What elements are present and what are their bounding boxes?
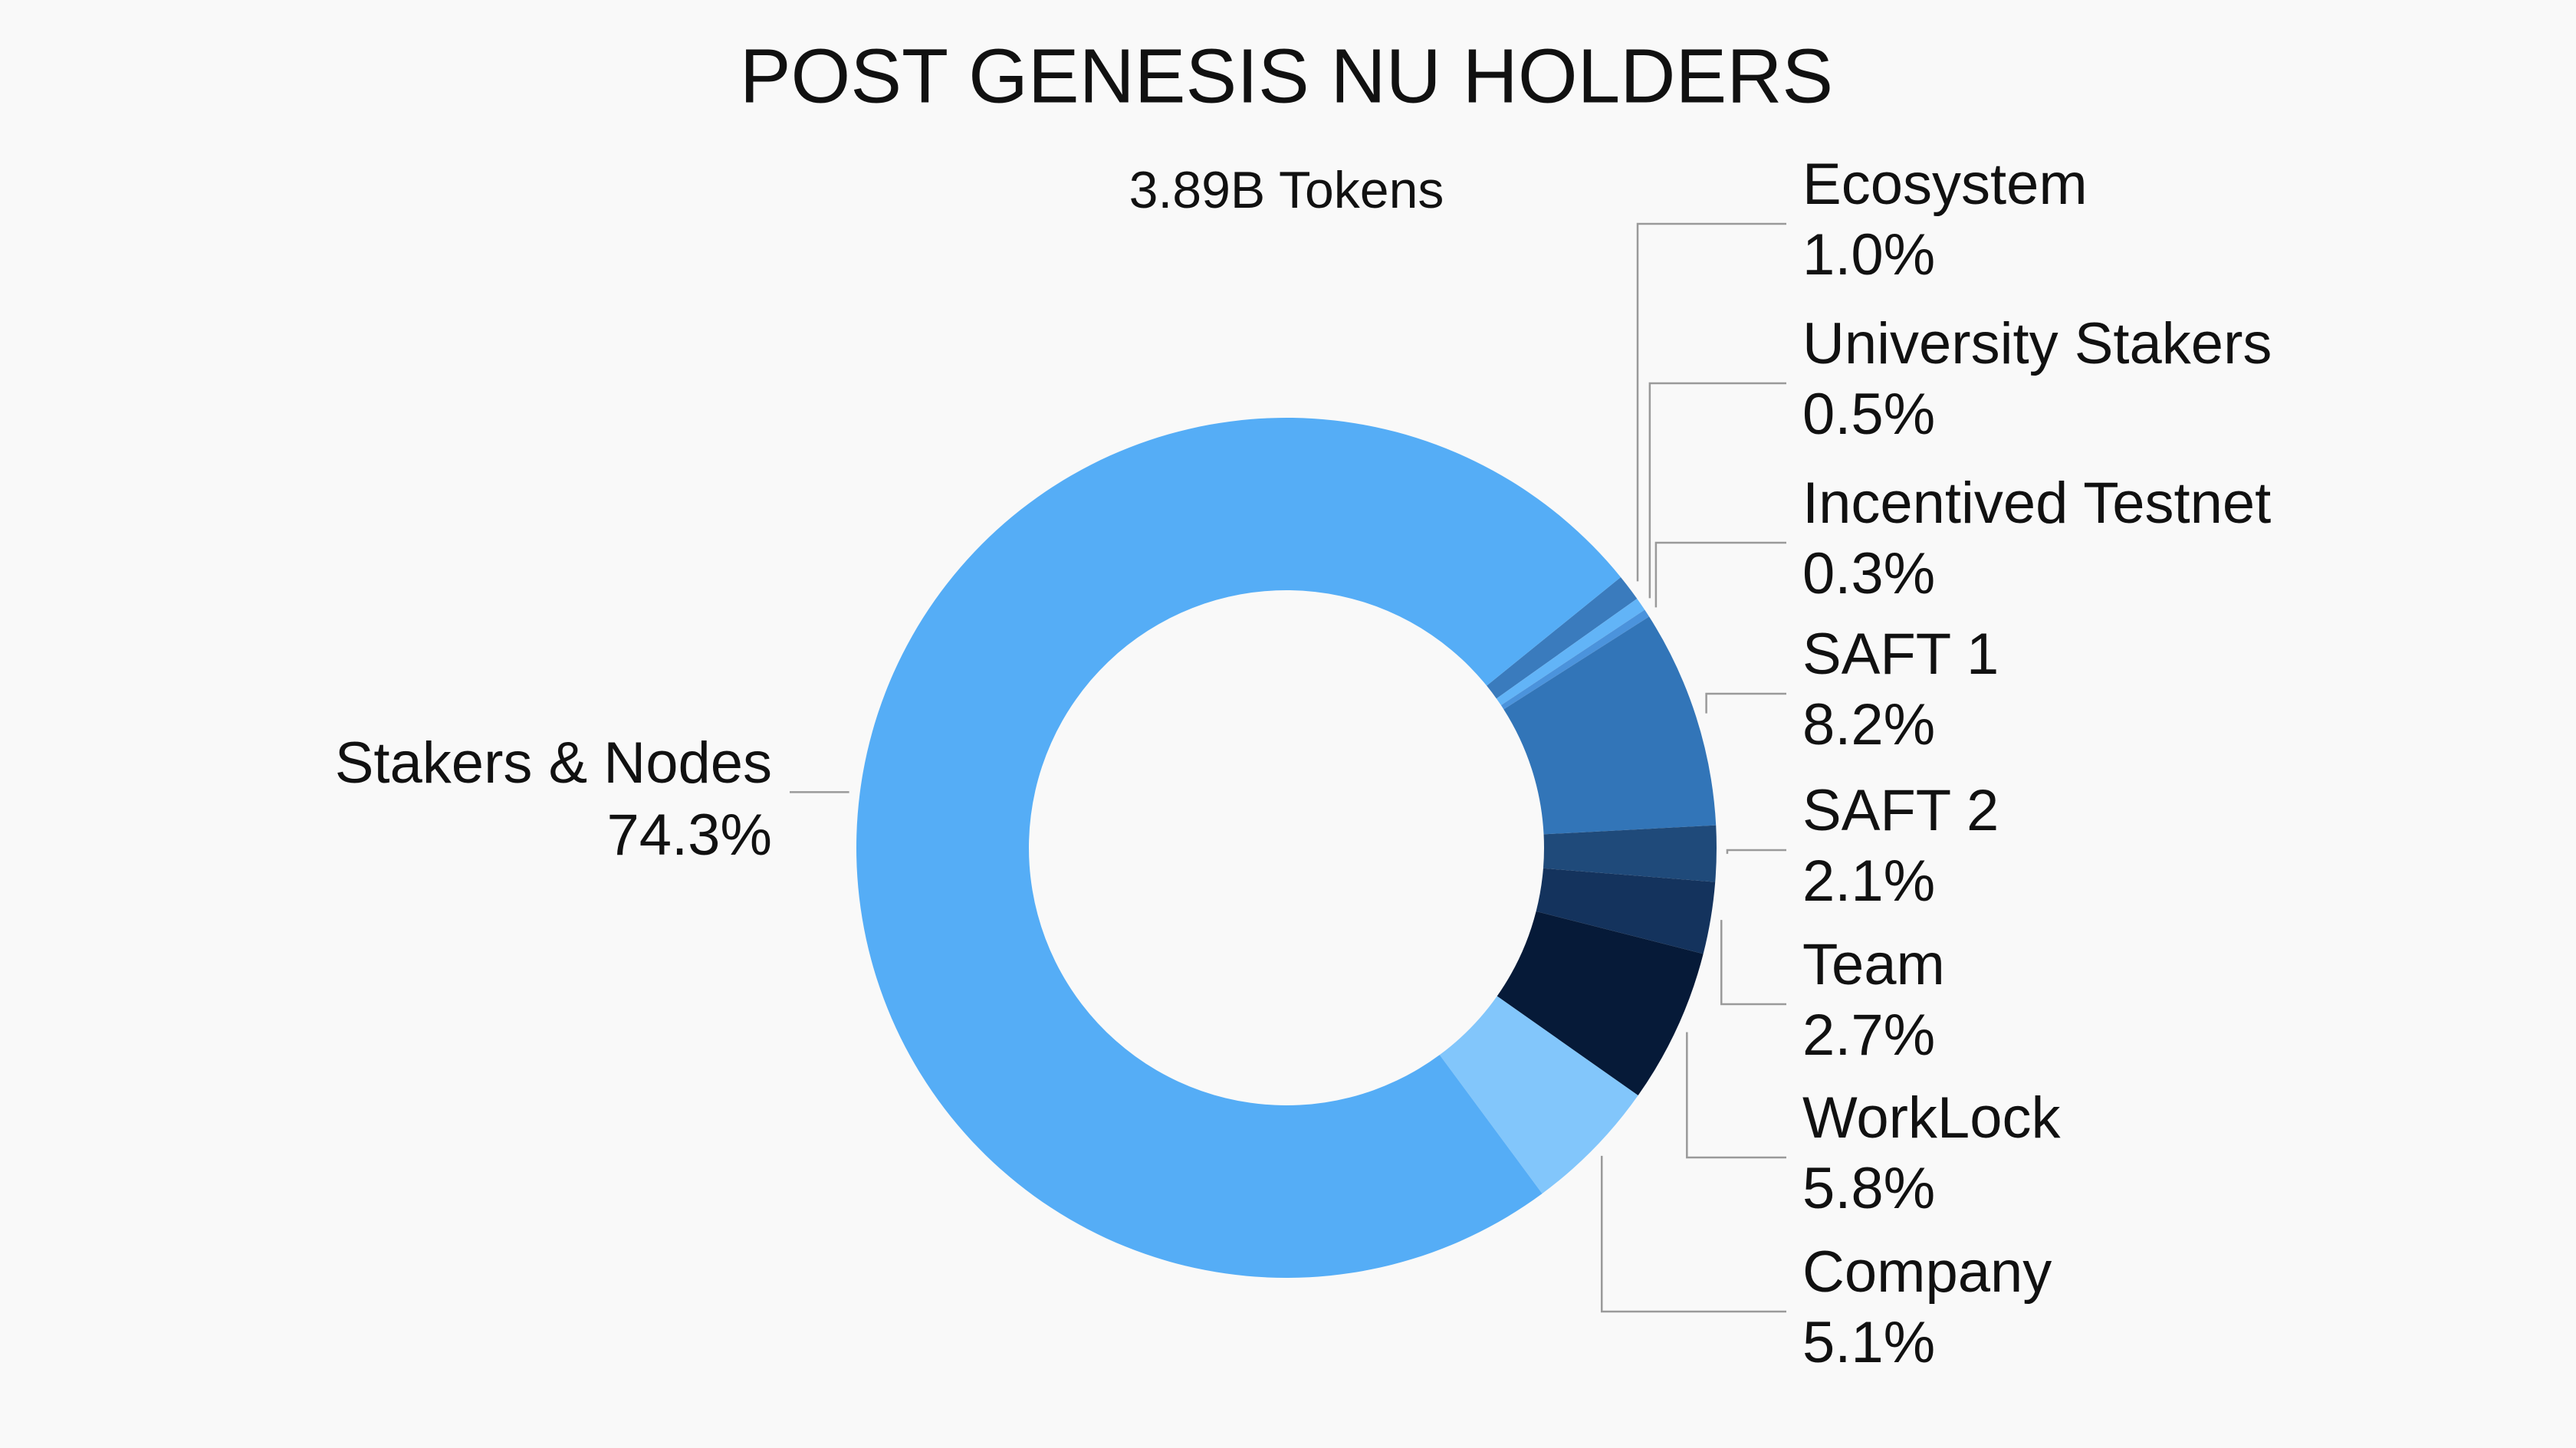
donut-slice xyxy=(1497,911,1704,1096)
leader-line xyxy=(1636,222,1786,582)
leader-line xyxy=(1686,1032,1786,1159)
donut-slice xyxy=(1487,576,1638,699)
slice-value-label: 0.3% xyxy=(1802,541,1935,606)
slice-value-label: 8.2% xyxy=(1802,692,1935,757)
leader-line xyxy=(1600,1155,1786,1313)
donut-slice xyxy=(1439,996,1638,1194)
donut-slice xyxy=(1536,868,1716,954)
slice-label: University Stakers xyxy=(1802,311,2272,376)
donut-slice xyxy=(856,417,1621,1278)
slice-value-label: 2.7% xyxy=(1802,1003,1935,1068)
slice-label: Stakers & Nodes xyxy=(335,731,772,796)
donut-slice xyxy=(1543,825,1717,882)
leader-line xyxy=(1720,920,1786,1006)
slice-label: SAFT 1 xyxy=(1802,622,1999,687)
slice-value-label: 2.1% xyxy=(1802,849,1935,914)
slice-label: SAFT 2 xyxy=(1802,778,1999,843)
donut-slice xyxy=(1500,609,1650,710)
slice-label: WorkLock xyxy=(1802,1085,2061,1151)
slice-label: Company xyxy=(1802,1240,2052,1305)
leader-line xyxy=(1654,541,1786,608)
slice-value-label: 74.3% xyxy=(607,803,773,868)
slice-value-label: 0.5% xyxy=(1802,382,1935,447)
slice-value-label: 5.1% xyxy=(1802,1310,1935,1375)
chart-title: POST GENESIS NU HOLDERS xyxy=(740,33,1833,119)
chart-subtitle: 3.89B Tokens xyxy=(1129,161,1444,219)
slice-value-label: 5.8% xyxy=(1802,1156,1935,1221)
slice-label: Team xyxy=(1802,932,1945,997)
slice-value-label: 1.0% xyxy=(1802,222,1935,287)
donut-slice xyxy=(1496,599,1645,706)
leader-line xyxy=(1648,382,1786,599)
leader-line xyxy=(1726,849,1786,854)
slice-label: Ecosystem xyxy=(1802,152,2088,217)
leader-line xyxy=(1705,692,1786,714)
donut-slice xyxy=(1503,616,1717,835)
slice-label: Incentived Testnet xyxy=(1802,471,2271,536)
